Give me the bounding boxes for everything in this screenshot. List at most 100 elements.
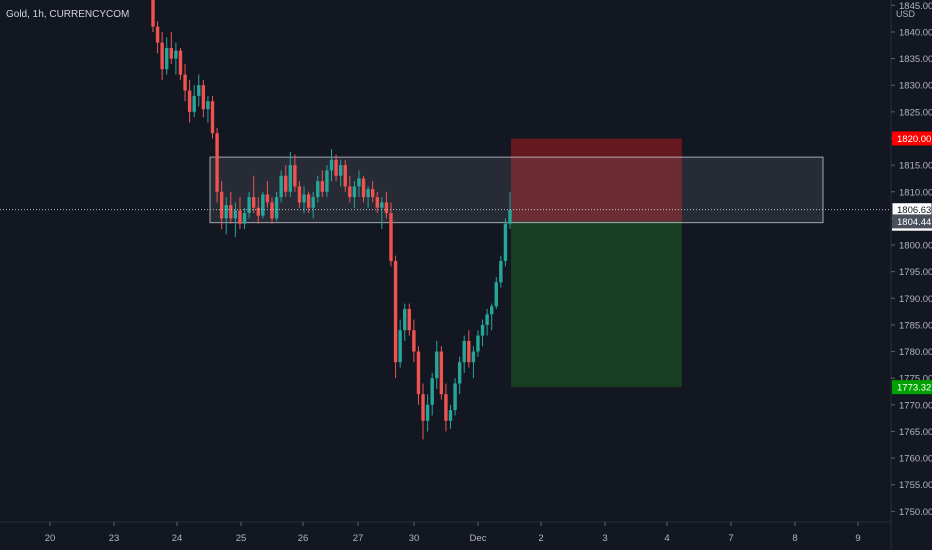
candle-body	[261, 194, 265, 216]
candle-body	[494, 282, 498, 307]
candle-body	[329, 159, 334, 171]
time-axis-tick-label: 3	[602, 533, 607, 544]
candle-body	[155, 26, 160, 43]
time-axis-tick-label: 25	[236, 533, 247, 544]
candle-body	[375, 197, 379, 208]
price-axis-tick-label: 1835.00	[899, 54, 932, 65]
candle-body	[348, 186, 352, 198]
candle-body	[407, 308, 412, 331]
candle-body	[325, 170, 329, 192]
candle-body	[174, 50, 178, 59]
candle-body	[357, 178, 361, 187]
candle-body	[274, 197, 279, 219]
time-axis-tick-label: 26	[298, 533, 309, 544]
candle-body	[453, 383, 457, 411]
price-axis-tick-label: 1780.00	[899, 347, 932, 358]
stop-price-tag-text: 1820.00	[897, 134, 931, 145]
candle-body	[201, 85, 206, 110]
candle-body	[247, 197, 251, 214]
price-axis-tick-label: 1770.00	[899, 400, 932, 411]
resistance-zone-box	[209, 156, 824, 224]
current-price-tag-text: 1806.63	[897, 205, 931, 216]
candle-body	[499, 261, 503, 283]
price-axis-tick-label: 1760.00	[899, 454, 932, 465]
currency-label: USD	[896, 9, 916, 19]
candle-body	[302, 194, 306, 203]
candle-body	[219, 191, 224, 219]
candle-body	[352, 186, 357, 198]
price-axis-tick-label: 1755.00	[899, 480, 932, 491]
price-axis-tick-label: 1815.00	[899, 161, 932, 172]
time-axis-tick-label: 7	[728, 533, 733, 544]
candle-body	[361, 178, 366, 198]
stop-loss-zone	[511, 138, 682, 222]
time-axis-tick-label: 23	[109, 533, 120, 544]
price-axis-tick-label: 1840.00	[899, 27, 932, 38]
candle-body	[398, 330, 402, 363]
candle-body	[334, 159, 338, 176]
time-axis-tick-label: 30	[409, 533, 420, 544]
candle-body	[380, 202, 384, 208]
candle-body	[297, 186, 302, 203]
stop-price-tag-background	[892, 131, 932, 146]
time-axis-tick-label: Dec	[470, 533, 487, 544]
price-axis-tick-label: 1795.00	[899, 267, 932, 278]
time-axis-tick-label: 27	[353, 533, 364, 544]
target-price-tag-text: 1773.32	[897, 383, 931, 394]
candle-body	[366, 189, 370, 198]
candle-body	[476, 335, 480, 352]
price-axis-tick-label: 1785.00	[899, 320, 932, 331]
time-axis-tick-label: 20	[45, 533, 56, 544]
candle-body	[206, 101, 210, 110]
candle-body	[338, 165, 343, 176]
candle-body	[412, 330, 416, 352]
price-axis-tick-label: 1800.00	[899, 241, 932, 252]
candle-body	[370, 189, 375, 198]
price-axis-tick-label: 1765.00	[899, 427, 932, 438]
entry-price-tag: 1804.44	[892, 214, 932, 229]
candle-body	[169, 47, 174, 59]
entry-price-tag-background	[892, 214, 932, 229]
candle-body	[197, 85, 201, 96]
candle-body	[485, 314, 489, 325]
candle-body	[265, 194, 270, 203]
candle-body	[293, 165, 297, 187]
candle-body	[384, 202, 389, 214]
candle-body	[151, 0, 155, 27]
candle-body	[389, 213, 393, 261]
candle-body	[435, 351, 439, 379]
candle-body	[165, 47, 169, 70]
candle-body	[448, 410, 453, 421]
time-axis-tick-label: 4	[664, 533, 669, 544]
price-axis-tick-label: 1825.00	[899, 107, 932, 118]
time-axis-tick-label: 9	[855, 533, 860, 544]
target-price-tag-background	[892, 380, 932, 395]
price-axis-tick-label: 1750.00	[899, 507, 932, 518]
time-axis-tick-label: 24	[172, 533, 183, 544]
price-axis-tick-label: 1775.00	[899, 374, 932, 385]
candle-body	[416, 351, 421, 395]
candle-body	[160, 42, 164, 70]
candle-body	[320, 181, 325, 192]
candle-body	[192, 95, 196, 112]
candle-body	[471, 351, 476, 363]
time-axis-tick-label: 8	[792, 533, 797, 544]
candle-body	[233, 210, 238, 219]
price-axis-tick-label: 1790.00	[899, 294, 932, 305]
candle-body	[178, 50, 183, 75]
take-profit-zone	[511, 221, 682, 388]
time-axis-tick-label: 2	[538, 533, 543, 544]
candle-body	[279, 175, 283, 198]
candle-body	[462, 340, 466, 363]
candle-body	[467, 340, 471, 363]
price-axis-tick-label: 1845.00	[899, 1, 932, 12]
candle-body	[489, 306, 494, 315]
candle-body	[343, 165, 347, 187]
candle-body	[306, 194, 311, 208]
price-axis-tick-label: 1830.00	[899, 81, 932, 92]
target-price-tag: 1773.32	[892, 380, 932, 395]
candle-body	[425, 404, 430, 421]
